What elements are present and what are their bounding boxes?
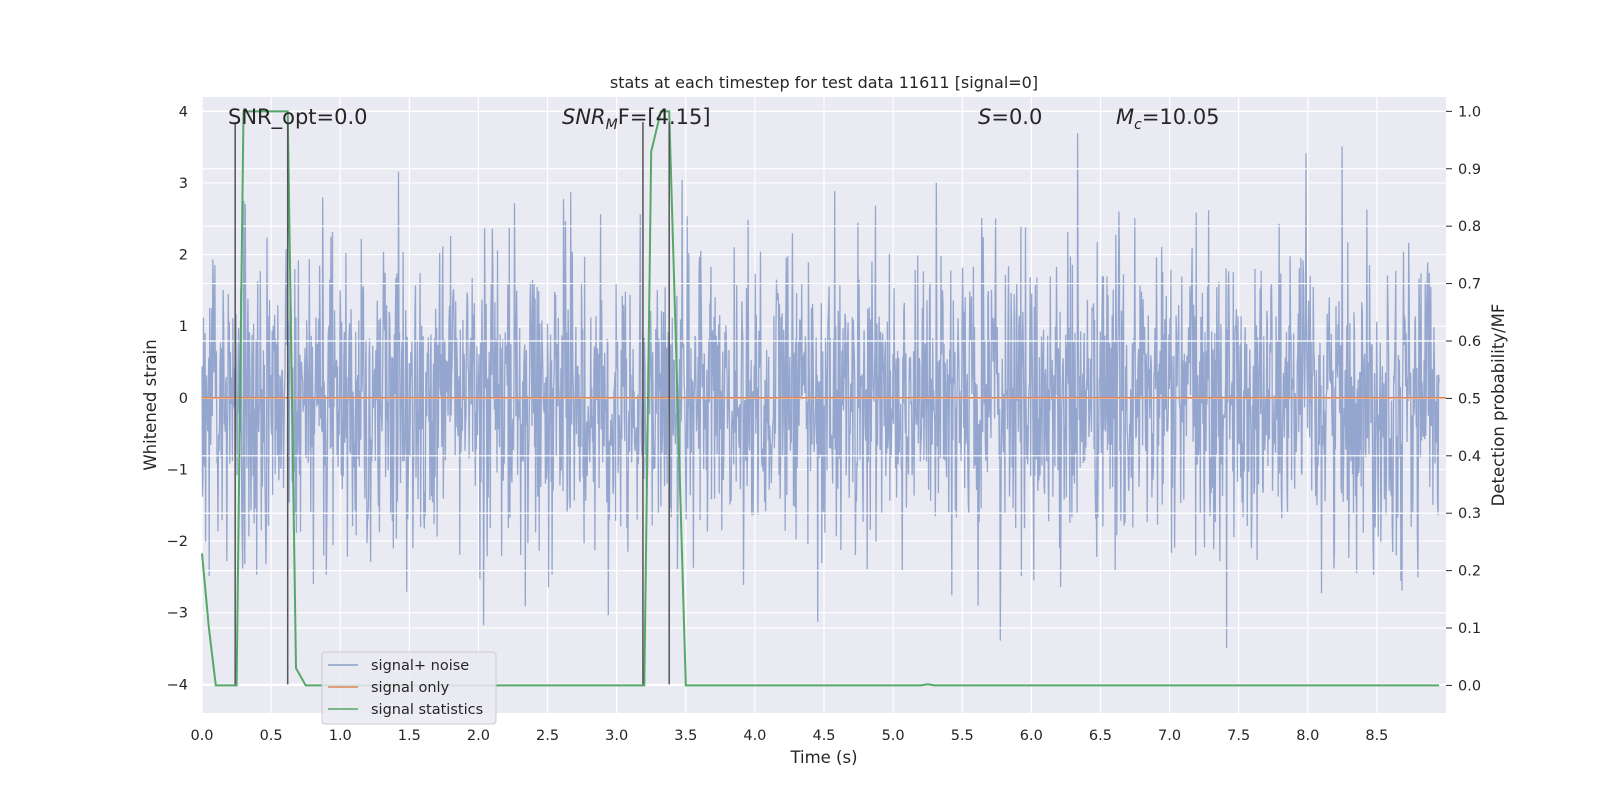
y2-tick-label: 0.2 [1458, 564, 1481, 580]
x-tick-label: 7.0 [1158, 728, 1181, 744]
annotation-s: S=0.0 [978, 105, 1042, 129]
y2-tick-label: 0.4 [1458, 449, 1481, 465]
y-tick-label: 4 [179, 104, 188, 120]
y2-tick-label: 0.5 [1458, 391, 1481, 407]
x-tick-label: 0.0 [190, 728, 213, 744]
y2-tick-label: 0.6 [1458, 334, 1481, 350]
y-axis-label: Whitened strain [141, 339, 160, 470]
y-tick-label: 2 [179, 248, 188, 264]
annotation-snr-mf-rest: F=[4.15] [618, 105, 711, 129]
x-tick-label: 5.0 [882, 728, 905, 744]
annotation-mc-main: M [1116, 105, 1134, 129]
y2-tick-labels: 1.0 0.9 0.8 0.7 0.6 0.5 0.4 0.3 0.2 0.1 0.0 [1458, 104, 1481, 694]
x-tick-label: 1.0 [329, 728, 352, 744]
annotation-s-rest: =0.0 [991, 105, 1042, 129]
legend-label-signal-only: signal only [371, 680, 450, 696]
y-tick-label: −3 [167, 606, 188, 622]
y2-tick-label: 1.0 [1458, 104, 1481, 120]
y-tick-label: 3 [179, 176, 188, 192]
series-lines [201, 110, 1446, 687]
y2-tick-label: 0.7 [1458, 277, 1481, 293]
x-tick-label: 5.5 [951, 728, 974, 744]
x-tick-label: 7.5 [1227, 728, 1250, 744]
signal-plus-noise-series [201, 133, 1440, 649]
y2-tick-label: 0.8 [1458, 219, 1481, 235]
x-tick-label: 2.0 [467, 728, 490, 744]
y2-tick-label: 0.1 [1458, 621, 1481, 637]
signal-statistics-line [201, 110, 1440, 687]
annotation-snr-opt: SNR_opt=0.0 [228, 105, 368, 130]
x-tick-label: 3.5 [674, 728, 697, 744]
y-tick-labels: 4 3 2 1 0 −1 −2 −3 −4 [167, 104, 188, 693]
signal-plus-noise-line [201, 133, 1440, 649]
annotation-snr-mf-sub: M [606, 117, 618, 133]
x-tick-labels: 0.0 0.5 1.0 1.5 2.0 2.5 3.0 3.5 4.0 4.5 5.0 5.5 6.0 6… [190, 728, 1388, 744]
annotation-mc: Mc=10.05 [1116, 105, 1220, 133]
legend: signal+ noise signal only signal statist… [321, 651, 497, 725]
x-tick-label: 1.5 [398, 728, 421, 744]
y2-tick-label: 0.0 [1458, 678, 1481, 694]
annotation-mc-rest: =10.05 [1142, 105, 1220, 129]
x-tick-label: 6.5 [1089, 728, 1112, 744]
y-tick-label: −4 [167, 677, 188, 693]
legend-label-signal-statistics: signal statistics [371, 702, 483, 718]
x-tick-label: 4.0 [743, 728, 766, 744]
x-axis-label: Time (s) [789, 748, 857, 767]
annotation-snr-mf-main: SNR [562, 105, 606, 129]
y2-axis-label: Detection probability/MF [1489, 304, 1508, 507]
vertical-markers [234, 122, 670, 685]
x-tick-label: 0.5 [260, 728, 283, 744]
y2-tick-label: 0.3 [1458, 506, 1481, 522]
chart-title: stats at each timestep for test data 116… [610, 73, 1038, 92]
y2-tick-label: 0.9 [1458, 162, 1481, 178]
annotation-mc-sub: c [1134, 117, 1142, 133]
x-tick-label: 6.0 [1020, 728, 1043, 744]
x-tick-label: 2.5 [536, 728, 559, 744]
annotation-s-main: S [978, 105, 991, 129]
y-tick-label: −1 [167, 462, 188, 478]
legend-label-signal-plus-noise: signal+ noise [371, 658, 469, 674]
y-tick-label: 0 [179, 391, 188, 407]
y-tick-label: −2 [167, 534, 188, 550]
x-tick-label: 3.0 [605, 728, 628, 744]
x-tick-label: 4.5 [812, 728, 835, 744]
legend-box [321, 651, 497, 725]
annotation-snr-mf: SNRMF=[4.15] [562, 105, 711, 133]
x-tick-label: 8.0 [1296, 728, 1319, 744]
x-tick-label: 8.5 [1365, 728, 1388, 744]
y-tick-label: 1 [179, 319, 188, 335]
